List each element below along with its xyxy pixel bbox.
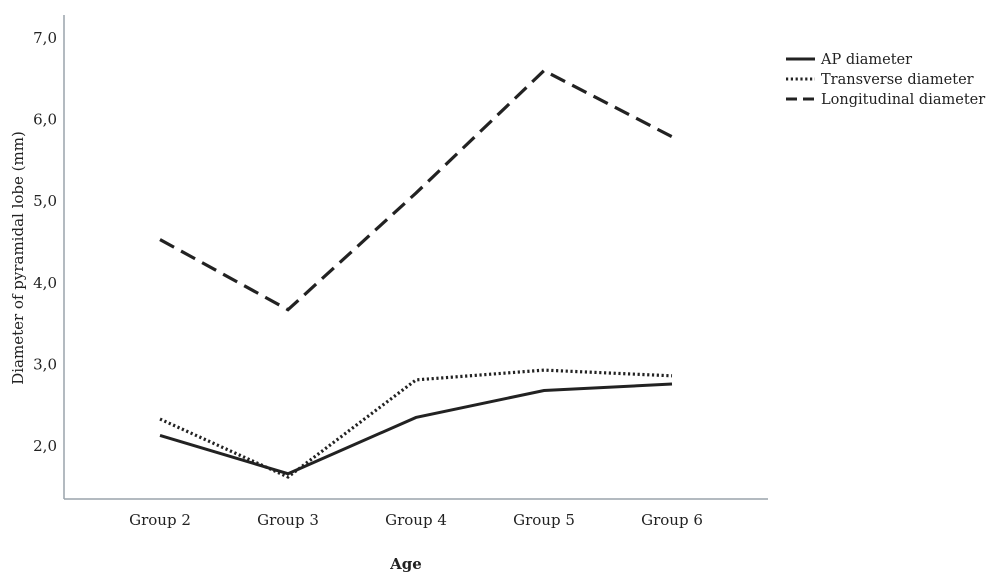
series-line-longitudinal-diameter bbox=[159, 68, 673, 312]
y-tick-labels: 2,0 3,0 4,0 5,0 6,0 7,0 bbox=[33, 29, 57, 455]
y-axis-title: Diameter of pyramidal lobe (mm) bbox=[9, 131, 27, 385]
series-line-ap-diameter bbox=[159, 382, 673, 476]
x-tick-labels: Group 2 Group 3 Group 4 Group 5 Group 6 bbox=[129, 511, 703, 529]
y-tick-label: 3,0 bbox=[33, 355, 57, 373]
x-axis-title: Age bbox=[389, 555, 422, 573]
y-tick-label: 6,0 bbox=[33, 111, 57, 129]
y-tick-label: 4,0 bbox=[33, 274, 57, 292]
x-tick-label: Group 6 bbox=[641, 511, 703, 529]
x-tick-label: Group 5 bbox=[513, 511, 575, 529]
x-tick-label: Group 3 bbox=[257, 511, 319, 529]
x-tick-label: Group 2 bbox=[129, 511, 191, 529]
legend-label: AP diameter bbox=[820, 52, 912, 68]
y-tick-label: 5,0 bbox=[33, 192, 57, 210]
legend: AP diameter Transverse diameter Longitudin… bbox=[786, 52, 985, 108]
y-tick-label: 2,0 bbox=[33, 437, 57, 455]
x-tick-label: Group 4 bbox=[385, 511, 447, 529]
legend-label: Longitudinal diameter bbox=[821, 92, 985, 108]
series-lines bbox=[159, 68, 673, 479]
series-line-transverse-diameter bbox=[159, 368, 673, 479]
legend-label: Transverse diameter bbox=[821, 72, 974, 88]
y-tick-label: 7,0 bbox=[33, 29, 57, 47]
